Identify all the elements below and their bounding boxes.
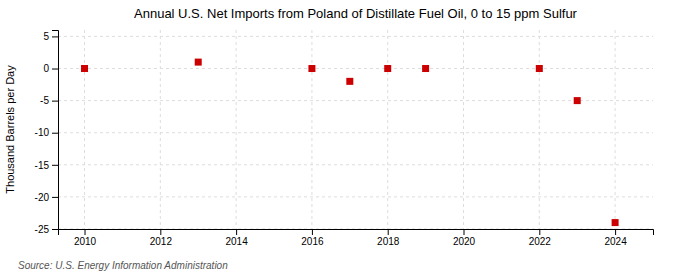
square-marker — [422, 65, 429, 72]
grid-line — [58, 36, 653, 37]
axis-line — [59, 230, 654, 236]
axis-line — [52, 31, 59, 230]
tick-label: 2022 — [529, 236, 552, 247]
grid-line — [311, 30, 312, 229]
grid-line — [387, 30, 388, 229]
tick-label: 2012 — [150, 236, 173, 247]
tick: 2010 — [74, 229, 97, 247]
tick-label: 2024 — [604, 236, 627, 247]
tick: 0 — [43, 63, 58, 74]
tick: 2020 — [453, 229, 476, 247]
tick-label: -15 — [35, 160, 50, 171]
tick: -15 — [35, 160, 58, 171]
grid-line — [58, 100, 653, 101]
tick: -5 — [40, 95, 58, 106]
tick-label: 2016 — [301, 236, 324, 247]
square-marker — [574, 97, 581, 104]
tick-mark — [52, 133, 58, 134]
grid-line — [236, 30, 237, 229]
grid-line — [58, 164, 653, 165]
grid-line — [84, 30, 85, 229]
tick: -20 — [35, 192, 58, 203]
tick-label: 5 — [43, 31, 49, 42]
tick: 2022 — [529, 229, 552, 247]
square-marker — [308, 65, 315, 72]
square-marker — [536, 65, 543, 72]
tick-mark — [464, 229, 465, 235]
tick: -10 — [35, 127, 58, 138]
tick: 2018 — [377, 229, 400, 247]
tick-label: 2020 — [453, 236, 476, 247]
tick-label: 0 — [43, 63, 49, 74]
chart: 2010 2012 2014 2016 2018 2020 2022 2024 5 0 -5 -10 -… — [0, 0, 675, 275]
tick-mark — [52, 197, 58, 198]
y-axis-label: Thousand Barrels per Day — [4, 65, 16, 194]
annotation: Source: U.S. Energy Information Administ… — [18, 260, 228, 271]
square-marker — [612, 219, 619, 226]
tick-label: -5 — [40, 95, 49, 106]
tick-label: -25 — [35, 224, 50, 235]
tick-mark — [52, 165, 58, 166]
tick-mark — [85, 229, 86, 235]
tick: 2014 — [225, 229, 248, 247]
tick-mark — [52, 229, 58, 230]
grid-line — [615, 30, 616, 229]
tick: 2012 — [150, 229, 173, 247]
tick-mark — [615, 229, 616, 235]
square-marker — [195, 59, 202, 66]
grid-line — [539, 30, 540, 229]
x-axis: 2010 2012 2014 2016 2018 2020 2022 2024 — [59, 229, 654, 247]
tick: 5 — [43, 31, 58, 42]
tick-mark — [160, 229, 161, 235]
tick-label: 2014 — [225, 236, 248, 247]
plot-area: 2010 2012 2014 2016 2018 2020 2022 2024 5 0 -5 -10 -… — [35, 30, 654, 247]
tick: 2016 — [301, 229, 324, 247]
square-marker — [384, 65, 391, 72]
grid-line — [58, 196, 653, 197]
grid — [58, 30, 653, 229]
tick: -25 — [35, 224, 58, 235]
tick-mark — [52, 36, 58, 37]
tick-label: -20 — [35, 192, 50, 203]
tick-label: 2018 — [377, 236, 400, 247]
marks — [81, 59, 619, 226]
tick-mark — [52, 69, 58, 70]
title: Annual U.S. Net Imports from Poland of D… — [134, 6, 578, 21]
tick: 2024 — [604, 229, 627, 247]
grid-line — [463, 30, 464, 229]
grid-line — [160, 30, 161, 229]
tick-mark — [539, 229, 540, 235]
square-marker — [346, 78, 353, 85]
tick-mark — [236, 229, 237, 235]
tick-mark — [312, 229, 313, 235]
grid-line — [58, 132, 653, 133]
tick-mark — [52, 101, 58, 102]
tick-mark — [388, 229, 389, 235]
y-axis: 5 0 -5 -10 -15 -20 -25 — [35, 31, 59, 235]
grid-line — [58, 68, 653, 69]
tick-label: -10 — [35, 127, 50, 138]
square-marker — [81, 65, 88, 72]
tick-label: 2010 — [74, 236, 97, 247]
